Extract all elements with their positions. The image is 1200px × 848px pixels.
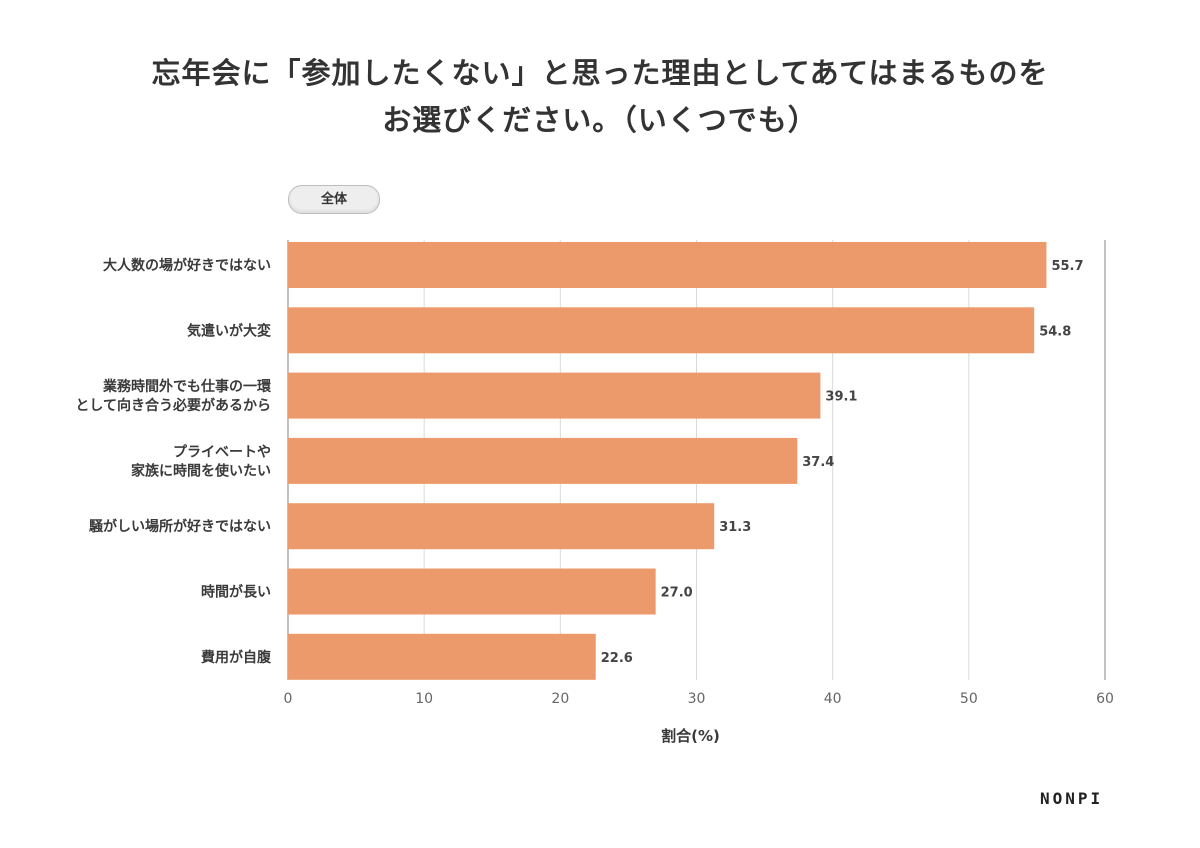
x-tick-label: 60 [1096, 691, 1114, 707]
bar-7[interactable] [288, 633, 596, 680]
bar-5[interactable] [288, 503, 715, 550]
value-label: 54.8 [1039, 324, 1071, 339]
bar-6[interactable] [288, 568, 656, 615]
x-tick-label: 20 [551, 691, 569, 707]
filter-pill-all[interactable]: 全体 [288, 185, 380, 214]
value-label: 55.7 [1051, 259, 1083, 274]
x-tick-label: 30 [688, 691, 706, 707]
category-label: 業務時間外でも仕事の一環として向き合う必要があるから [75, 378, 272, 414]
category-label: 気遣いが大変 [187, 322, 271, 339]
bar-4[interactable] [288, 437, 798, 484]
chart-title-line-1: 忘年会に「参加したくない」と思った理由としてあてはまるものを [151, 56, 1049, 90]
category-label: プライベートや家族に時間を使いたい [131, 444, 271, 479]
category-label: 騒がしい場所が好きではない [89, 518, 271, 535]
value-label: 22.6 [601, 651, 633, 666]
x-tick-label: 50 [960, 691, 978, 707]
brand-logo: NONPI [1040, 789, 1104, 808]
category-label: 時間が長い [201, 584, 271, 601]
category-label: 費用が自腹 [201, 649, 272, 666]
value-label: 27.0 [661, 586, 693, 601]
value-label: 37.4 [802, 455, 834, 470]
x-axis-label: 割合(%) [661, 727, 720, 745]
x-tick-label: 0 [284, 691, 293, 707]
bar-2[interactable] [288, 307, 1035, 354]
value-label: 31.3 [719, 520, 751, 535]
category-label: 大人数の場が好きではない [103, 257, 271, 274]
bar-1[interactable] [288, 242, 1047, 288]
chart-title: 忘年会に「参加したくない」と思った理由としてあてはまるものを お選びください。（… [0, 50, 1200, 144]
x-tick-label: 40 [824, 691, 842, 707]
x-tick-label: 10 [415, 691, 433, 707]
chart-title-line-2: お選びください。（いくつでも） [382, 103, 818, 137]
value-label: 39.1 [825, 390, 857, 405]
bar-3[interactable] [288, 372, 821, 419]
